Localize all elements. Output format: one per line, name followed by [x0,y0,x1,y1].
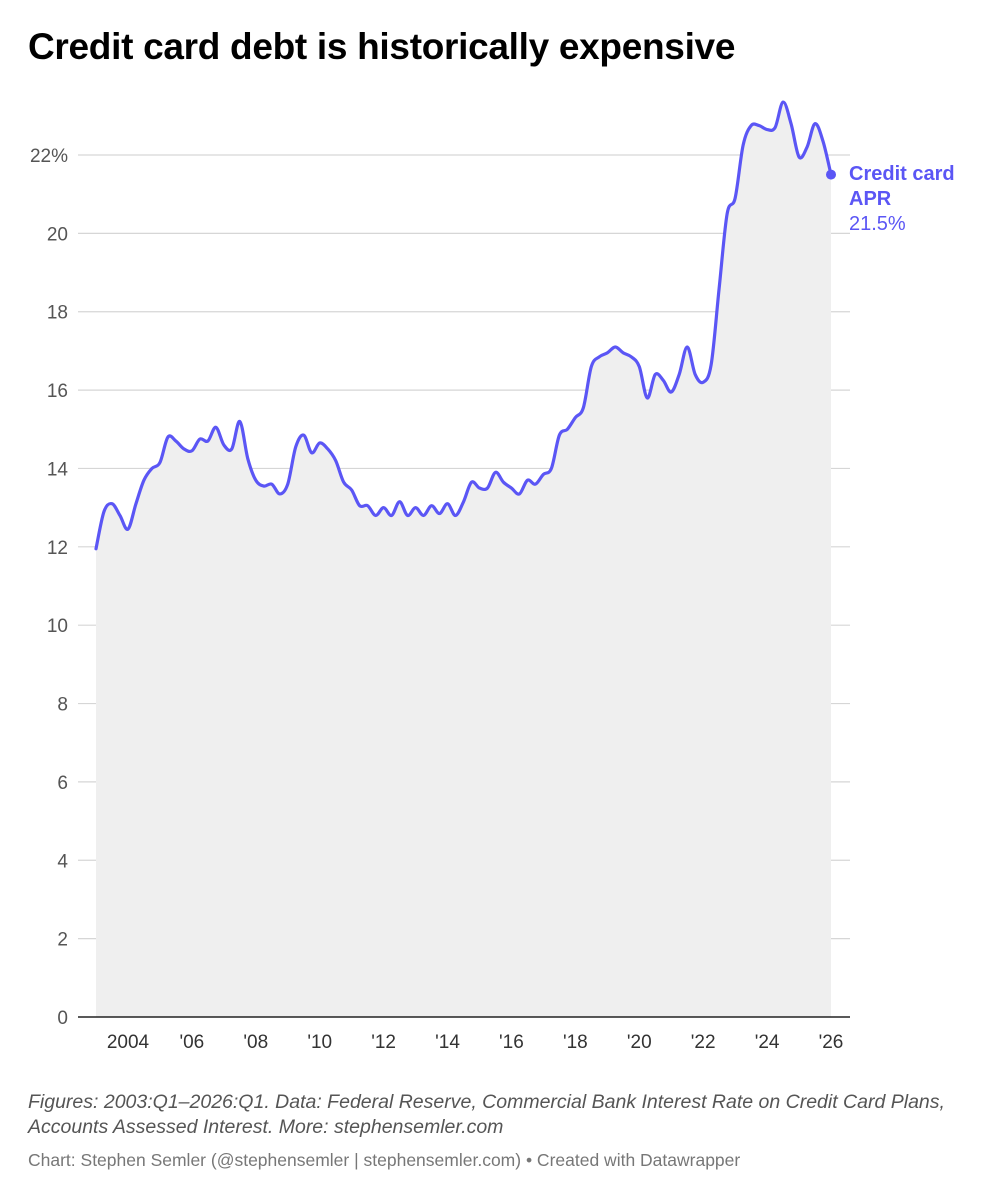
y-axis-labels: 0 2 4 6 8 10 12 14 16 18 20 22% [30,146,68,1029]
y-tick-label: 10 [47,616,68,637]
x-tick-label: '20 [627,1032,652,1053]
x-axis-labels: 2004 '06 '08 '10 '12 '14 '16 '18 '20 '22 '24 '26 [107,1032,844,1053]
x-tick-label: '24 [755,1032,780,1053]
x-tick-label: '06 [179,1032,204,1053]
end-label-name: Credit card [849,163,955,185]
end-point [826,169,836,180]
x-tick-label: '18 [563,1032,588,1053]
chart-notes: Figures: 2003:Q1–2026:Q1. Data: Federal … [28,1091,945,1138]
y-tick-label: 8 [57,695,68,716]
y-tick-label: 20 [47,224,68,245]
y-tick-label: 16 [47,381,68,402]
y-tick-label: 18 [47,303,68,324]
x-tick-label: '16 [499,1032,524,1053]
y-tick-label: 6 [57,773,68,794]
series-line [94,100,833,551]
x-tick-label: '12 [371,1032,396,1053]
chart-byline: Chart: Stephen Semler (@stephensemler | … [28,1150,741,1170]
y-tick-label: 0 [57,1008,68,1029]
x-tick-label: '14 [435,1032,460,1053]
y-tick-label: 4 [57,851,68,872]
x-tick-label: '26 [819,1032,844,1053]
area-fill [96,102,831,1017]
series-area [96,102,831,1017]
y-tick-label: 14 [47,459,69,480]
end-annotation: Credit card APR 21.5% [826,163,955,235]
series-line-credit-card-apr [94,100,833,551]
end-label-name: APR [849,188,892,210]
end-label-value: 21.5% [849,213,906,235]
chart-title: Credit card debt is historically expensi… [28,26,736,67]
y-tick-label: 2 [57,930,68,951]
x-tick-label: '10 [307,1032,332,1053]
x-tick-label: '08 [243,1032,268,1053]
x-tick-label: '22 [691,1032,716,1053]
x-tick-label: 2004 [107,1032,150,1053]
y-tick-label: 12 [47,538,68,559]
line-chart: 0 2 4 6 8 10 12 14 16 18 20 22% 2004 '06 '08 '10 '12 '14… [30,100,955,1053]
y-tick-label: 22% [30,146,68,167]
